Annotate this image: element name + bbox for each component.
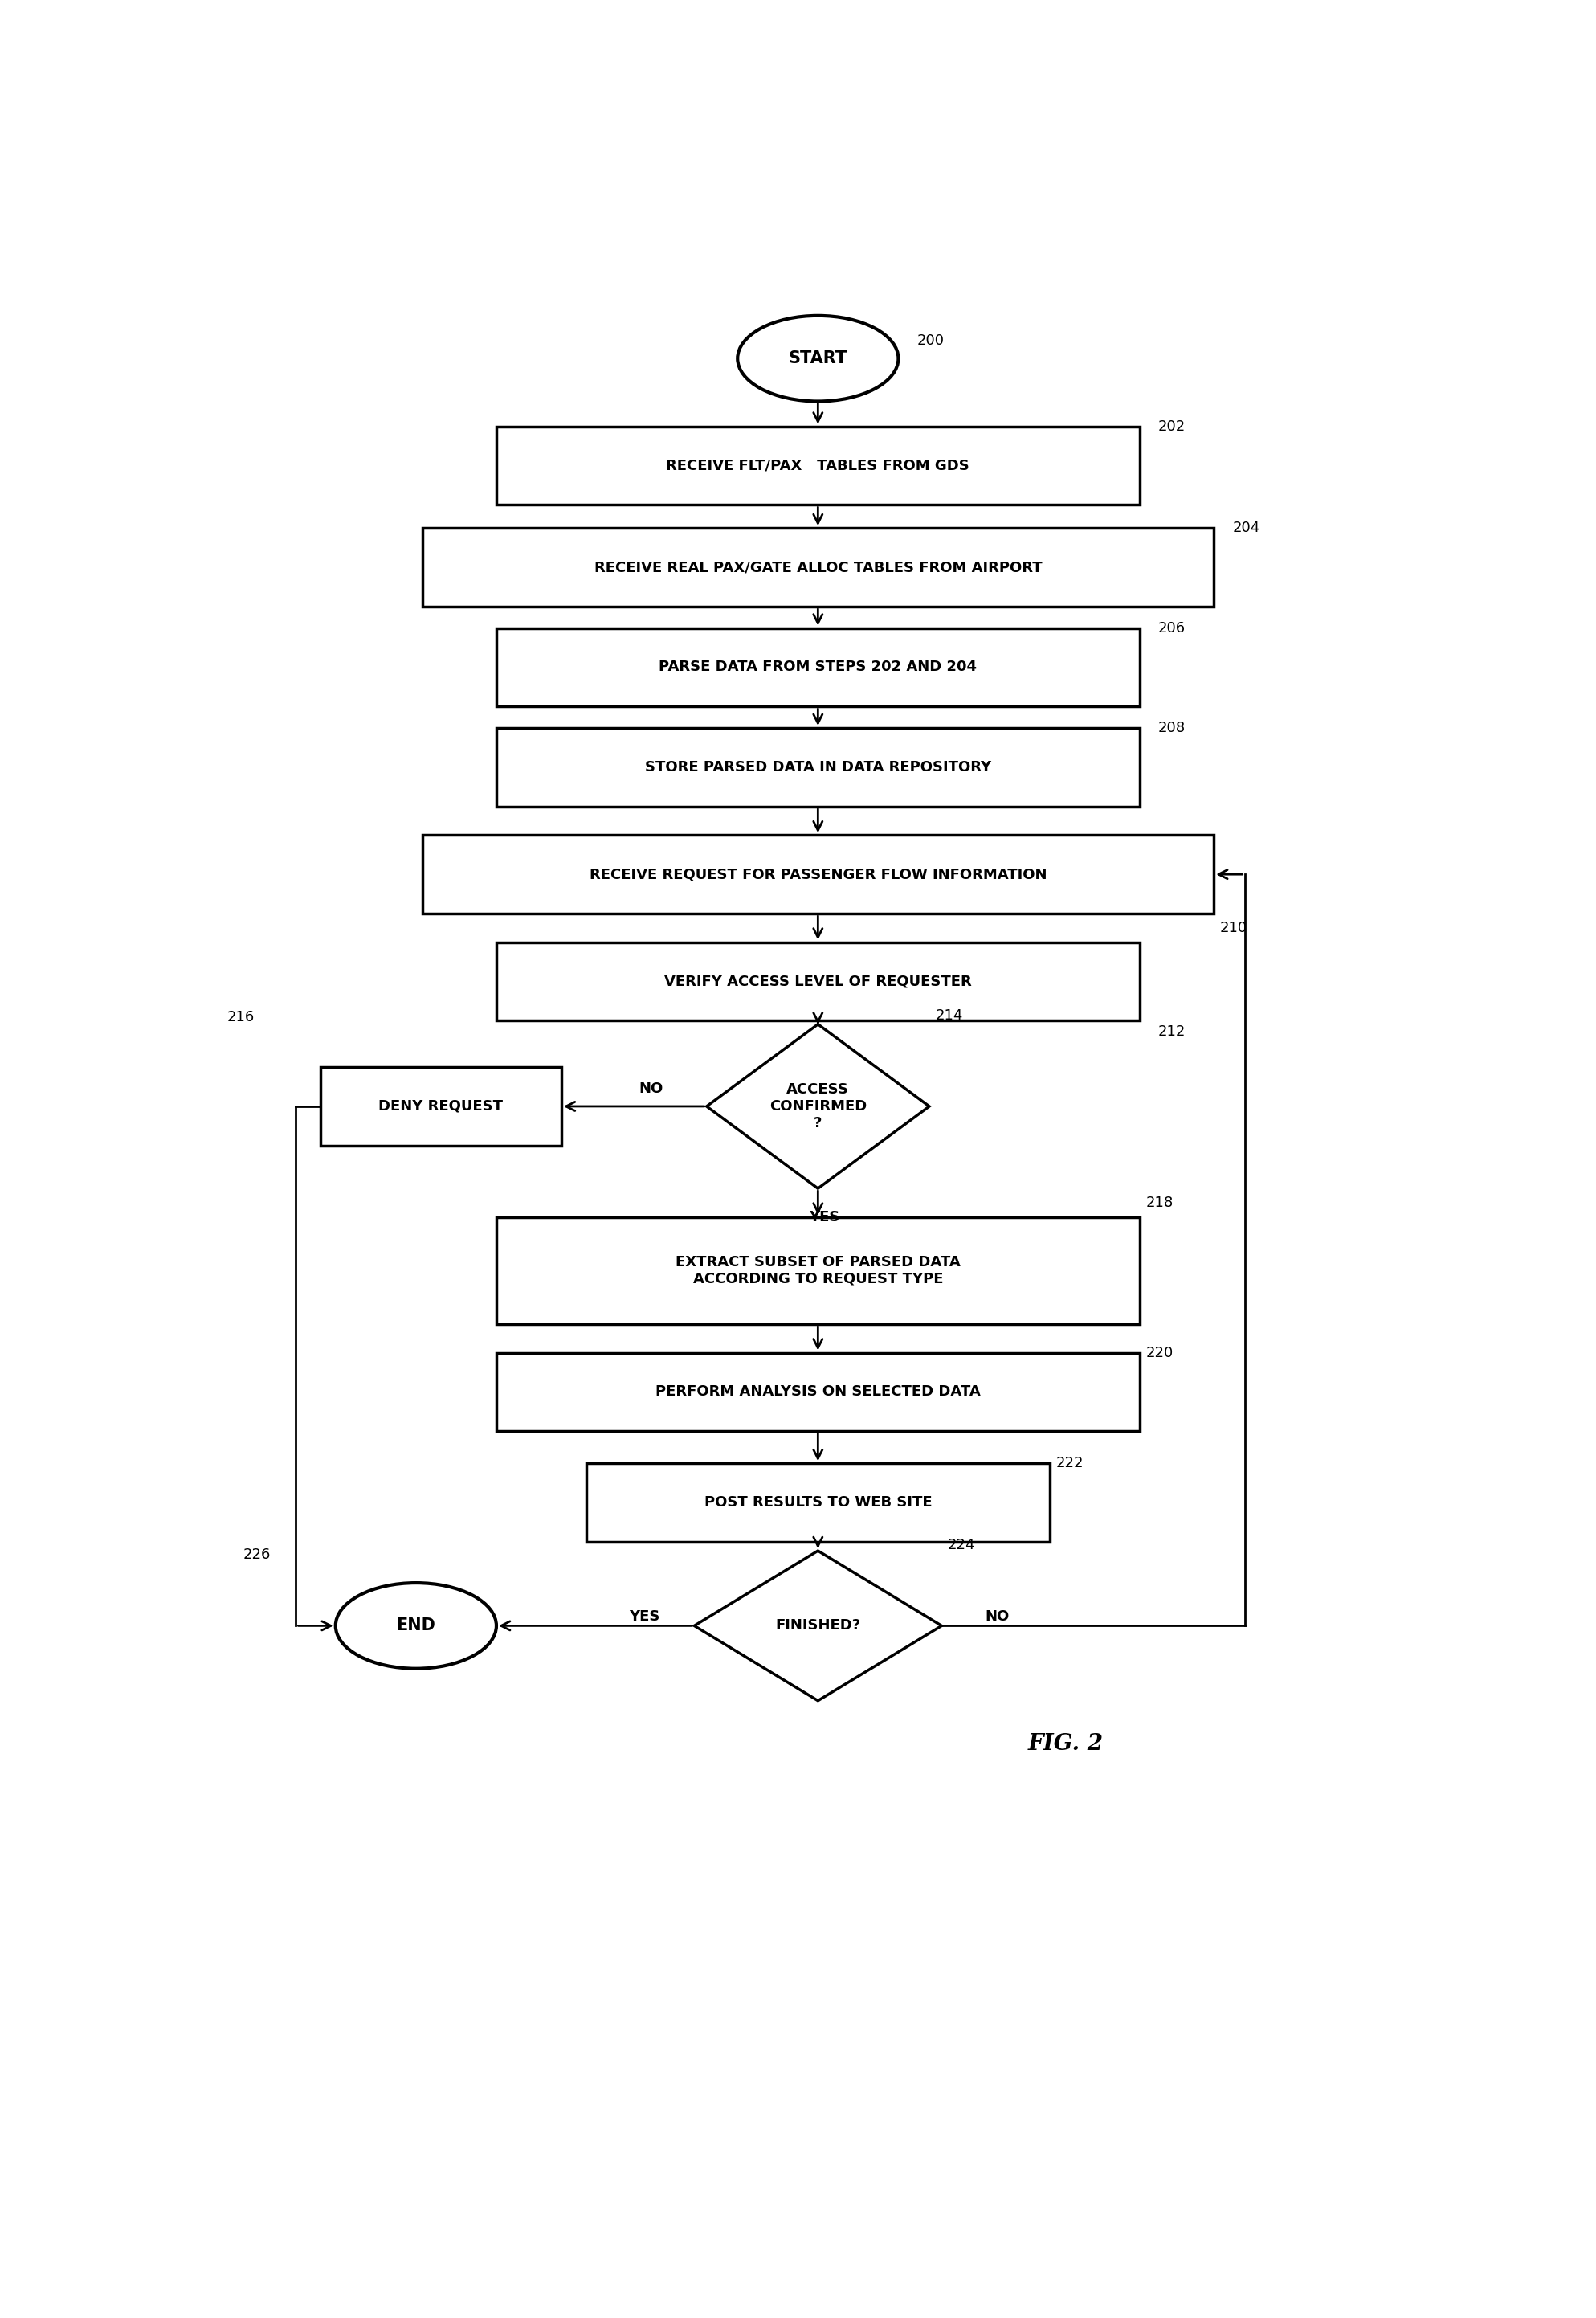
Bar (496, 728, 1140, 807)
Text: NO: NO (638, 1080, 662, 1096)
Text: 220: 220 (1146, 1344, 1173, 1361)
Bar (421, 529, 1215, 607)
Text: 214: 214 (935, 1008, 962, 1022)
Text: FIG. 2: FIG. 2 (1028, 1734, 1103, 1755)
Text: 226: 226 (243, 1546, 270, 1562)
Text: 212: 212 (1159, 1025, 1186, 1038)
Text: VERIFY ACCESS LEVEL OF REQUESTER: VERIFY ACCESS LEVEL OF REQUESTER (664, 974, 972, 987)
Text: YES: YES (629, 1609, 661, 1625)
Text: 216: 216 (227, 1011, 255, 1025)
Polygon shape (707, 1025, 929, 1189)
Text: 204: 204 (1232, 522, 1259, 535)
Bar (496, 1354, 1140, 1430)
Polygon shape (694, 1551, 942, 1701)
Text: RECEIVE REQUEST FOR PASSENGER FLOW INFORMATION: RECEIVE REQUEST FOR PASSENGER FLOW INFOR… (589, 867, 1047, 881)
Text: EXTRACT SUBSET OF PARSED DATA
ACCORDING TO REQUEST TYPE: EXTRACT SUBSET OF PARSED DATA ACCORDING … (675, 1254, 961, 1286)
Text: NO: NO (985, 1609, 1009, 1625)
Bar (496, 1217, 1140, 1324)
Bar (496, 941, 1140, 1020)
Text: END: END (396, 1618, 436, 1634)
Text: 200: 200 (916, 334, 945, 348)
Text: FINISHED?: FINISHED? (776, 1618, 860, 1632)
Text: PARSE DATA FROM STEPS 202 AND 204: PARSE DATA FROM STEPS 202 AND 204 (659, 661, 977, 675)
Bar (421, 834, 1215, 913)
Text: YES: YES (809, 1210, 839, 1224)
Text: DENY REQUEST: DENY REQUEST (378, 1099, 503, 1113)
Text: 202: 202 (1159, 420, 1186, 433)
Text: 210: 210 (1219, 920, 1248, 934)
Text: PERFORM ANALYSIS ON SELECTED DATA: PERFORM ANALYSIS ON SELECTED DATA (656, 1384, 980, 1400)
Text: ACCESS
CONFIRMED
?: ACCESS CONFIRMED ? (769, 1083, 867, 1131)
Ellipse shape (737, 315, 899, 401)
Bar (321, 1066, 562, 1145)
Bar (496, 427, 1140, 505)
Text: 222: 222 (1055, 1456, 1084, 1470)
Bar (586, 1463, 1050, 1541)
Text: POST RESULTS TO WEB SITE: POST RESULTS TO WEB SITE (704, 1495, 932, 1509)
Bar (496, 628, 1140, 707)
Text: 224: 224 (948, 1539, 975, 1553)
Text: START: START (788, 350, 847, 366)
Text: STORE PARSED DATA IN DATA REPOSITORY: STORE PARSED DATA IN DATA REPOSITORY (645, 760, 991, 774)
Text: 208: 208 (1159, 721, 1186, 735)
Text: 206: 206 (1159, 621, 1186, 635)
Ellipse shape (335, 1583, 496, 1669)
Text: RECEIVE FLT/PAX   TABLES FROM GDS: RECEIVE FLT/PAX TABLES FROM GDS (666, 459, 970, 473)
Text: RECEIVE REAL PAX/GATE ALLOC TABLES FROM AIRPORT: RECEIVE REAL PAX/GATE ALLOC TABLES FROM … (594, 561, 1042, 575)
Text: 218: 218 (1146, 1196, 1173, 1210)
